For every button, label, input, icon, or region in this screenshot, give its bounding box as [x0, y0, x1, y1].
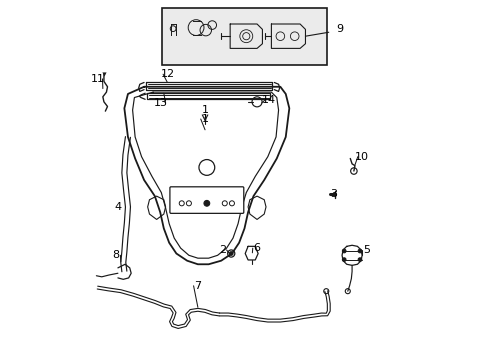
Text: 6: 6: [253, 243, 260, 253]
Text: 1: 1: [201, 114, 208, 124]
Text: 12: 12: [160, 69, 174, 79]
Text: 5: 5: [362, 245, 369, 255]
Text: 9: 9: [335, 24, 343, 35]
Circle shape: [229, 252, 233, 255]
Circle shape: [357, 258, 361, 261]
Text: 8: 8: [112, 250, 120, 260]
Circle shape: [203, 201, 209, 206]
Text: 3: 3: [329, 189, 336, 199]
Circle shape: [357, 249, 361, 253]
Text: 10: 10: [354, 152, 368, 162]
Circle shape: [342, 249, 346, 253]
Text: 1: 1: [201, 105, 208, 115]
Text: 14: 14: [261, 95, 275, 105]
Text: 13: 13: [154, 98, 168, 108]
Bar: [162, 8, 326, 65]
Circle shape: [342, 258, 346, 261]
Text: 2: 2: [218, 245, 225, 255]
FancyBboxPatch shape: [169, 187, 244, 213]
Text: 4: 4: [115, 202, 122, 212]
Text: 7: 7: [194, 281, 201, 291]
Text: 11: 11: [91, 74, 105, 84]
